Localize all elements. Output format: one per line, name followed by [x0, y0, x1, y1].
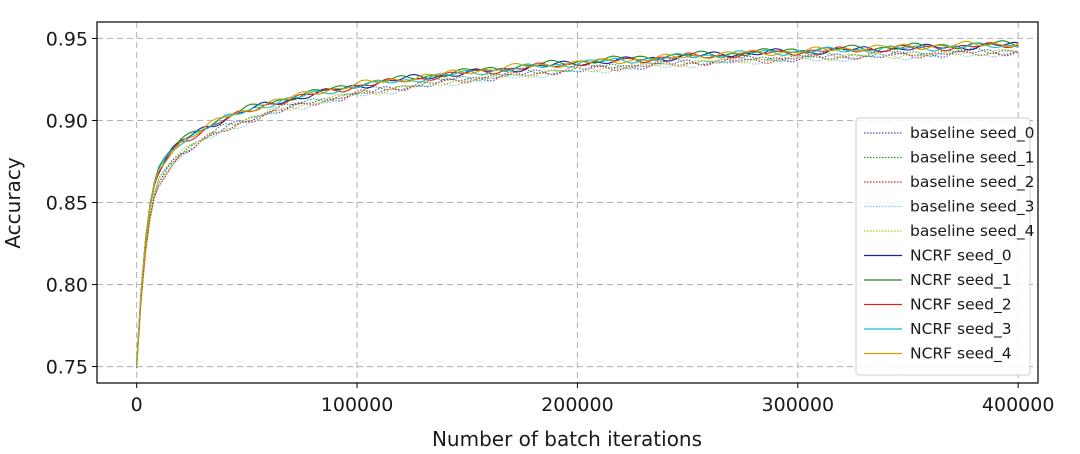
legend-label: NCRF seed_4 [910, 345, 1012, 364]
y-tick-label: 0.75 [46, 357, 88, 379]
x-tick-label: 0 [131, 394, 143, 416]
legend-label: baseline seed_2 [910, 173, 1034, 192]
legend-label: NCRF seed_0 [910, 247, 1012, 266]
legend-label: baseline seed_1 [910, 149, 1034, 168]
series-line [136, 40, 1019, 364]
legend-label: baseline seed_0 [910, 124, 1034, 143]
series-line [136, 49, 1019, 367]
y-tick-label: 0.90 [46, 110, 88, 132]
axis-ticks: 0 100000 200000 300000 400000 0.75 0.80 0.85 0.9… [46, 28, 1055, 416]
legend-label: baseline seed_4 [910, 222, 1034, 241]
legend-box [855, 117, 1031, 376]
x-tick-label: 300000 [762, 394, 835, 416]
legend-label: NCRF seed_3 [910, 320, 1012, 339]
y-tick-label: 0.95 [46, 28, 88, 50]
x-axis-label: Number of batch iterations [432, 427, 702, 451]
x-tick-label: 400000 [982, 394, 1055, 416]
x-tick-label: 200000 [541, 394, 614, 416]
legend-label: NCRF seed_2 [910, 296, 1012, 315]
y-axis-label: Accuracy [1, 157, 25, 248]
series-line [136, 49, 1019, 369]
x-tick-label: 100000 [321, 394, 394, 416]
y-tick-label: 0.85 [46, 193, 88, 215]
legend-label: NCRF seed_1 [910, 271, 1012, 290]
series-line [136, 49, 1019, 367]
legend-label: baseline seed_3 [910, 198, 1034, 217]
y-tick-label: 0.80 [46, 275, 88, 297]
series-lines [136, 40, 1019, 369]
legend: baseline seed_0 baseline seed_1 baseline s… [855, 117, 1034, 376]
series-line [136, 48, 1019, 367]
